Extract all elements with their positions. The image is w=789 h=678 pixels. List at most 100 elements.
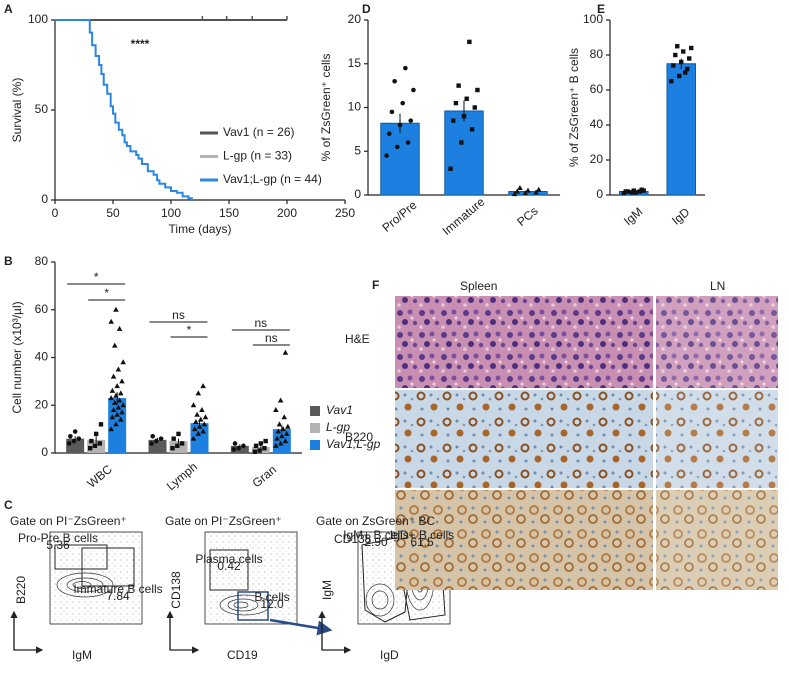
- data-point: [262, 446, 267, 451]
- panel-label: A: [4, 2, 13, 16]
- data-point: [120, 402, 126, 408]
- y-tick-label: 60: [590, 82, 604, 96]
- data-point: [115, 366, 122, 372]
- data-point: [469, 127, 475, 132]
- data-point: [679, 59, 684, 65]
- data-point: [92, 443, 98, 449]
- gate-value: 7.84: [106, 589, 130, 603]
- y-tick-label: 40: [590, 117, 604, 131]
- histology-images: [395, 296, 778, 590]
- y-tick-label: 50: [35, 102, 49, 116]
- legend-swatch: [310, 440, 320, 450]
- gate-value: 12.0: [260, 597, 284, 611]
- y-axis-label: Cell number (x10³/µl): [10, 301, 24, 413]
- data-point: [231, 447, 237, 452]
- x-tick-label: 150: [219, 206, 239, 220]
- gate-label: Pro-Pre B cells: [18, 531, 98, 545]
- y-tick-label: 0: [41, 445, 48, 459]
- legend-label: Vav1 (n = 26): [223, 125, 294, 139]
- data-point: [113, 306, 119, 312]
- data-point: [451, 118, 456, 123]
- histology-row: H&E: [345, 332, 370, 346]
- legend-label: Vav1;L-gp (n = 44): [223, 172, 322, 186]
- data-point: [274, 435, 280, 441]
- y-axis-label: Survival (%): [10, 78, 24, 143]
- data-point: [685, 66, 690, 72]
- data-point: [464, 96, 469, 101]
- data-point: [677, 73, 682, 79]
- data-point: [114, 411, 120, 417]
- flow-x-label: IgM: [72, 648, 92, 662]
- x-tick-label: 200: [277, 206, 297, 220]
- y-tick-label: 10: [348, 100, 362, 114]
- significance-label: ns: [172, 308, 185, 322]
- data-point: [190, 402, 197, 408]
- data-point: [276, 421, 283, 427]
- data-point: [113, 421, 119, 427]
- flow-y-label: B220: [14, 576, 28, 604]
- data-point: [675, 44, 680, 49]
- data-point: [535, 186, 542, 192]
- y-tick-label: 0: [596, 187, 603, 201]
- data-point: [459, 140, 464, 145]
- data-point: [283, 430, 290, 436]
- data-point: [202, 414, 209, 420]
- gate-label: IgD+ B cells: [390, 528, 454, 542]
- data-point: [72, 429, 78, 434]
- data-point: [108, 318, 114, 324]
- data-point: [114, 383, 120, 389]
- data-point: [93, 431, 99, 437]
- data-point: [453, 100, 459, 106]
- data-point: [625, 189, 630, 194]
- data-point: [108, 426, 114, 432]
- data-point: [117, 390, 124, 396]
- data-point: [190, 435, 197, 441]
- x-tick-label: 0: [52, 206, 59, 220]
- data-point: [392, 78, 397, 84]
- data-point: [252, 449, 258, 455]
- data-point: [109, 387, 116, 393]
- significance-label: *: [187, 323, 192, 337]
- flow-title: Gate on ZsGreen⁺ BC: [316, 514, 435, 528]
- histology-row: B220: [345, 430, 373, 444]
- data-point: [117, 416, 124, 422]
- data-point: [115, 404, 122, 410]
- y-tick-label: 100: [583, 12, 603, 26]
- significance-label: ns: [254, 316, 267, 330]
- legend-label: L-gp (n = 33): [223, 149, 292, 163]
- histology-column: Spleen: [460, 279, 497, 293]
- data-point: [236, 445, 241, 451]
- data-point: [98, 422, 104, 427]
- panel-label: F: [372, 278, 379, 292]
- data-point: [120, 359, 126, 365]
- significance-label: ns: [265, 331, 278, 345]
- annotation: ****: [131, 37, 150, 51]
- data-point: [669, 79, 674, 84]
- data-point: [273, 407, 279, 413]
- flow-x-label: CD19: [227, 648, 258, 662]
- data-point: [71, 438, 77, 444]
- data-point: [108, 395, 114, 401]
- x-tick-label: PCs: [514, 204, 540, 229]
- x-tick-label: 100: [161, 206, 181, 220]
- data-point: [456, 83, 461, 88]
- data-point: [511, 191, 518, 197]
- x-tick-label: Pro/Pre: [379, 198, 419, 235]
- histology-column: LN: [710, 279, 725, 293]
- y-tick-label: 20: [35, 397, 49, 411]
- data-point: [475, 87, 480, 93]
- data-point: [154, 438, 159, 444]
- data-point: [405, 140, 411, 145]
- data-point: [461, 114, 467, 119]
- data-point: [171, 436, 176, 441]
- data-point: [633, 190, 638, 195]
- data-point: [687, 56, 692, 61]
- data-point: [641, 188, 646, 193]
- data-point: [119, 378, 125, 384]
- gate-label: IgM+ B cells: [343, 528, 409, 542]
- data-point: [282, 438, 289, 444]
- panel-label: B: [4, 254, 13, 268]
- flow-y-label: IgM: [320, 580, 334, 600]
- x-tick-label: 250: [335, 206, 355, 220]
